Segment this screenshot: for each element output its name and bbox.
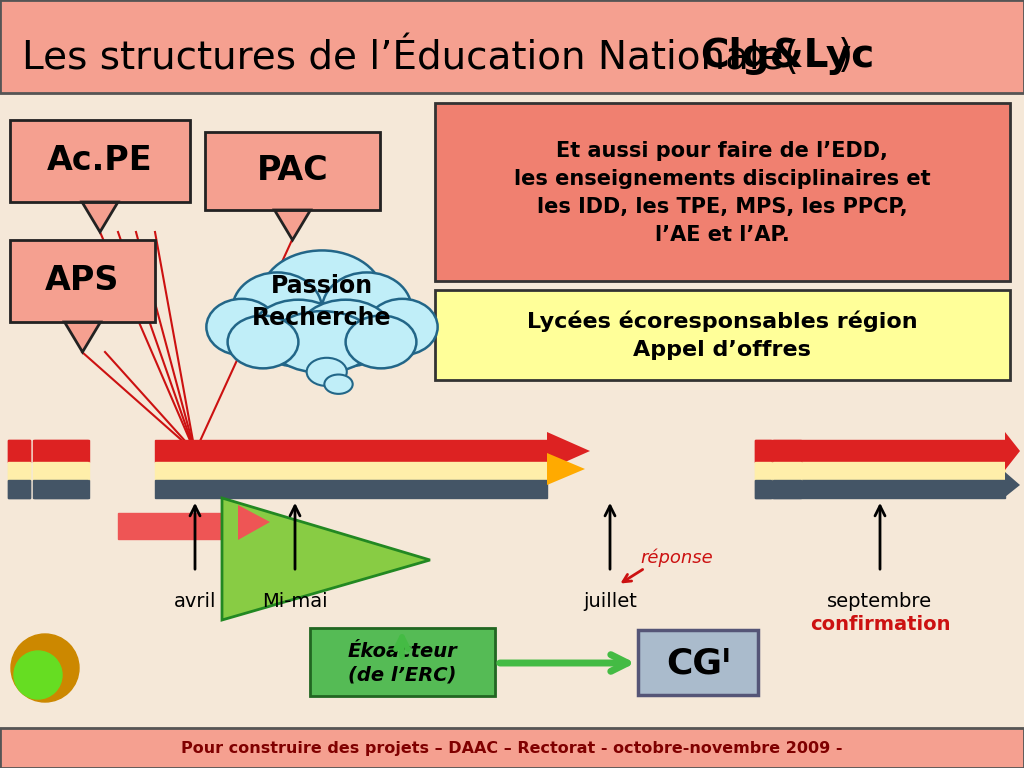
Bar	[8, 440, 30, 462]
Text: ): )	[838, 37, 853, 75]
Bar	[205, 132, 380, 210]
Bar	[310, 628, 495, 696]
Ellipse shape	[322, 273, 412, 346]
Ellipse shape	[325, 375, 352, 394]
Bar	[310, 628, 495, 696]
Bar	[34, 440, 89, 462]
Polygon shape	[222, 498, 430, 620]
Bar	[0, 728, 1024, 768]
Bar	[0, 0, 1024, 93]
Bar	[33, 462, 88, 480]
Bar	[118, 513, 238, 539]
Bar	[435, 103, 1010, 281]
Bar	[773, 462, 801, 480]
Bar	[10, 120, 190, 202]
Text: confirmation: confirmation	[810, 615, 950, 634]
Text: Clg&Lyc: Clg&Lyc	[700, 37, 874, 75]
Bar	[755, 462, 1005, 480]
Bar	[33, 440, 88, 462]
Ellipse shape	[207, 299, 278, 355]
Ellipse shape	[227, 316, 298, 369]
Bar	[755, 440, 771, 462]
Circle shape	[14, 651, 62, 699]
Text: Passion
Recherche: Passion Recherche	[252, 274, 392, 329]
Text: réponse: réponse	[640, 549, 713, 568]
Text: Lycées écoresponsables région
Appel d’offres: Lycées écoresponsables région Appel d’of…	[526, 310, 918, 359]
Polygon shape	[547, 432, 590, 470]
Circle shape	[11, 634, 79, 702]
Bar	[8, 440, 30, 462]
Bar	[155, 480, 547, 498]
Bar	[10, 240, 155, 322]
Polygon shape	[547, 453, 585, 485]
Bar	[8, 462, 30, 480]
Bar	[638, 630, 758, 695]
Bar	[10, 120, 190, 202]
Bar	[755, 480, 1005, 498]
Bar	[155, 462, 547, 480]
Text: CGᴵ: CGᴵ	[666, 646, 730, 680]
Bar	[33, 480, 88, 498]
Text: APS: APS	[45, 264, 120, 297]
Bar	[34, 462, 89, 480]
Bar	[638, 630, 758, 695]
Ellipse shape	[261, 250, 383, 342]
Ellipse shape	[306, 358, 347, 386]
Text: Et aussi pour faire de l’EDD,
les enseignements disciplinaires et
les IDD, les T: Et aussi pour faire de l’EDD, les enseig…	[514, 141, 931, 245]
Bar	[435, 290, 1010, 380]
Bar	[10, 240, 155, 322]
Bar	[435, 290, 1010, 380]
Ellipse shape	[298, 300, 393, 366]
Bar	[8, 480, 30, 498]
Polygon shape	[274, 210, 310, 240]
Text: Les structures de l’Éducation Nationale(: Les structures de l’Éducation Nationale(	[22, 35, 799, 77]
Text: avril: avril	[174, 592, 216, 611]
Bar	[0, 728, 1024, 768]
Text: Mi-mai: Mi-mai	[262, 592, 328, 611]
Bar	[155, 440, 547, 462]
Bar	[435, 103, 1010, 281]
Ellipse shape	[251, 300, 345, 366]
Text: septembre: septembre	[827, 592, 933, 611]
Bar	[755, 440, 1005, 462]
Polygon shape	[82, 202, 118, 232]
Polygon shape	[1005, 432, 1020, 470]
Bar	[8, 480, 30, 498]
Ellipse shape	[346, 316, 417, 369]
Ellipse shape	[269, 311, 375, 372]
Ellipse shape	[232, 273, 322, 346]
Bar	[755, 462, 771, 480]
Text: Pour construire des projets – DAAC – Rectorat - octobre-novembre 2009 -: Pour construire des projets – DAAC – Rec…	[181, 740, 843, 756]
Bar	[34, 480, 89, 498]
Ellipse shape	[367, 299, 437, 355]
Text: juillet: juillet	[583, 592, 637, 611]
Text: PAC: PAC	[257, 154, 329, 187]
Polygon shape	[1005, 472, 1020, 497]
Text: Ékoacteur
(de l’ERC): Ékoacteur (de l’ERC)	[347, 642, 457, 684]
Bar	[0, 0, 1024, 93]
Bar	[773, 440, 801, 462]
Bar	[755, 480, 771, 498]
Bar	[8, 462, 30, 480]
Text: Ac.PE: Ac.PE	[47, 144, 153, 177]
Polygon shape	[238, 505, 270, 540]
Bar	[205, 132, 380, 210]
Bar	[773, 480, 801, 498]
Polygon shape	[65, 322, 100, 352]
